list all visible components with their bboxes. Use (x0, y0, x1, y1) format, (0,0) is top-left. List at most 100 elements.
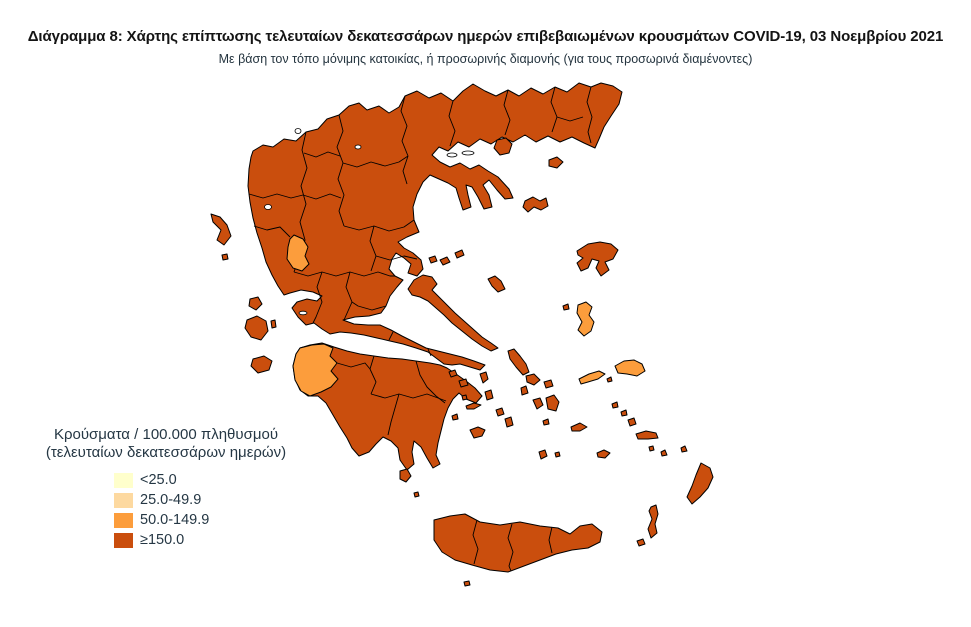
border-line (351, 301, 387, 311)
island-tinos (525, 373, 541, 386)
island-fourni (606, 376, 613, 383)
lake-volvi (461, 150, 475, 156)
border-line (253, 225, 291, 238)
border-line (556, 116, 584, 122)
lake-trichonida (298, 310, 308, 316)
island-lefkada (248, 296, 263, 311)
border-line (369, 355, 377, 395)
legend-swatch-class1 (114, 472, 133, 488)
legend-swatch-class3 (114, 512, 133, 528)
island-santorini (538, 449, 548, 460)
lakes-group (264, 128, 475, 316)
island-hydra (465, 402, 482, 410)
island-mykonos (543, 379, 554, 389)
region-arta-lower-incidence (286, 234, 310, 272)
legend-row: 50.0-149.9 (30, 510, 302, 530)
border-line (387, 393, 400, 436)
island-patmos (611, 401, 619, 409)
island-amorgos (570, 422, 588, 432)
island-tilos (660, 449, 668, 457)
island-anafi (554, 451, 561, 458)
border-line (342, 155, 409, 168)
island-lesbos (576, 241, 619, 277)
island-skopelos (439, 256, 451, 266)
island-ios (542, 418, 550, 426)
map-legend: Κρούσματα / 100.000 πληθυσμού (τελευταίω… (30, 426, 302, 550)
border-line (370, 393, 447, 402)
island-chios-lower-incidence (576, 301, 595, 337)
lake-vegoritida (354, 144, 362, 150)
island-symi (680, 445, 688, 453)
island-andros (507, 348, 530, 376)
legend-swatch-class4 (114, 532, 133, 548)
island-leros (620, 409, 628, 417)
island-kythnos (484, 389, 494, 401)
island-astypalaia (596, 449, 611, 459)
border-line (248, 193, 342, 200)
island-ithaca (270, 319, 277, 329)
legend-swatch-class2 (114, 492, 133, 508)
low-incidence-regions-group (286, 234, 339, 397)
island-ikaria-lower-incidence (578, 370, 606, 385)
island-zakynthos (250, 355, 273, 374)
lake-koronia (446, 152, 458, 158)
page-title: Διάγραμμα 8: Χάρτης επίπτωσης τελευταίων… (27, 28, 944, 45)
lake-pamvotida (264, 204, 272, 210)
island-syros (520, 385, 529, 396)
border-line (448, 100, 456, 147)
legend-label-class4: ≥150.0 (140, 532, 185, 548)
legend-label-class2: 25.0-49.9 (140, 492, 202, 508)
island-salamina (448, 369, 458, 378)
legend-row: ≥150.0 (30, 530, 302, 550)
island-spetses (451, 413, 459, 421)
border-line (336, 114, 345, 227)
legend-label-class1: <25.0 (140, 472, 177, 488)
legend-row: <25.0 (30, 470, 302, 490)
border-line (343, 271, 353, 321)
legend-title-line1: Κρούσματα / 100.000 πληθυσμού (53, 426, 279, 443)
island-nisyros (648, 445, 655, 452)
region-ilia-lower-incidence (292, 343, 339, 397)
border-line (548, 526, 553, 554)
island-gavdos (463, 580, 471, 587)
island-milos (469, 426, 486, 439)
island-crete (433, 513, 603, 573)
island-paxoi (221, 253, 229, 261)
island-paros (532, 397, 544, 410)
island-samos-lower-incidence (614, 359, 646, 377)
island-serifos (495, 407, 505, 417)
region-peloponnese (292, 342, 483, 471)
island-kasos (636, 538, 646, 547)
island-kefalonia (244, 315, 269, 341)
border-line (550, 86, 558, 133)
island-rhodes (686, 462, 714, 505)
island-kythira (399, 468, 412, 483)
island-skyros (487, 275, 506, 293)
page-subtitle: Με βάση τον τόπο μόνιμης κατοικίας, ή πρ… (218, 52, 753, 66)
island-psara (562, 303, 570, 311)
island-kos (635, 430, 659, 440)
border-line (375, 255, 418, 261)
region-mainland-greece (247, 82, 623, 371)
border-line (400, 95, 409, 185)
legend-row: 25.0-49.9 (30, 490, 302, 510)
island-corfu (210, 213, 232, 246)
island-naxos (545, 394, 560, 412)
island-kea (479, 371, 489, 384)
lake-prespa (294, 128, 302, 134)
border-line (369, 225, 377, 272)
border-line (388, 331, 394, 341)
island-skiathos (428, 255, 438, 264)
border-line (343, 219, 415, 232)
border-line (507, 523, 514, 572)
island-karpathos (647, 504, 659, 539)
legend-title-line2: (τελευταίων δεκατεσσάρων ημερών) (45, 444, 287, 461)
border-line (586, 86, 593, 144)
border-line (312, 271, 323, 324)
border-line (472, 519, 479, 565)
island-aegina (458, 378, 469, 388)
island-samothraki (548, 156, 564, 169)
border-line (303, 151, 341, 158)
island-sifnos (504, 416, 514, 428)
